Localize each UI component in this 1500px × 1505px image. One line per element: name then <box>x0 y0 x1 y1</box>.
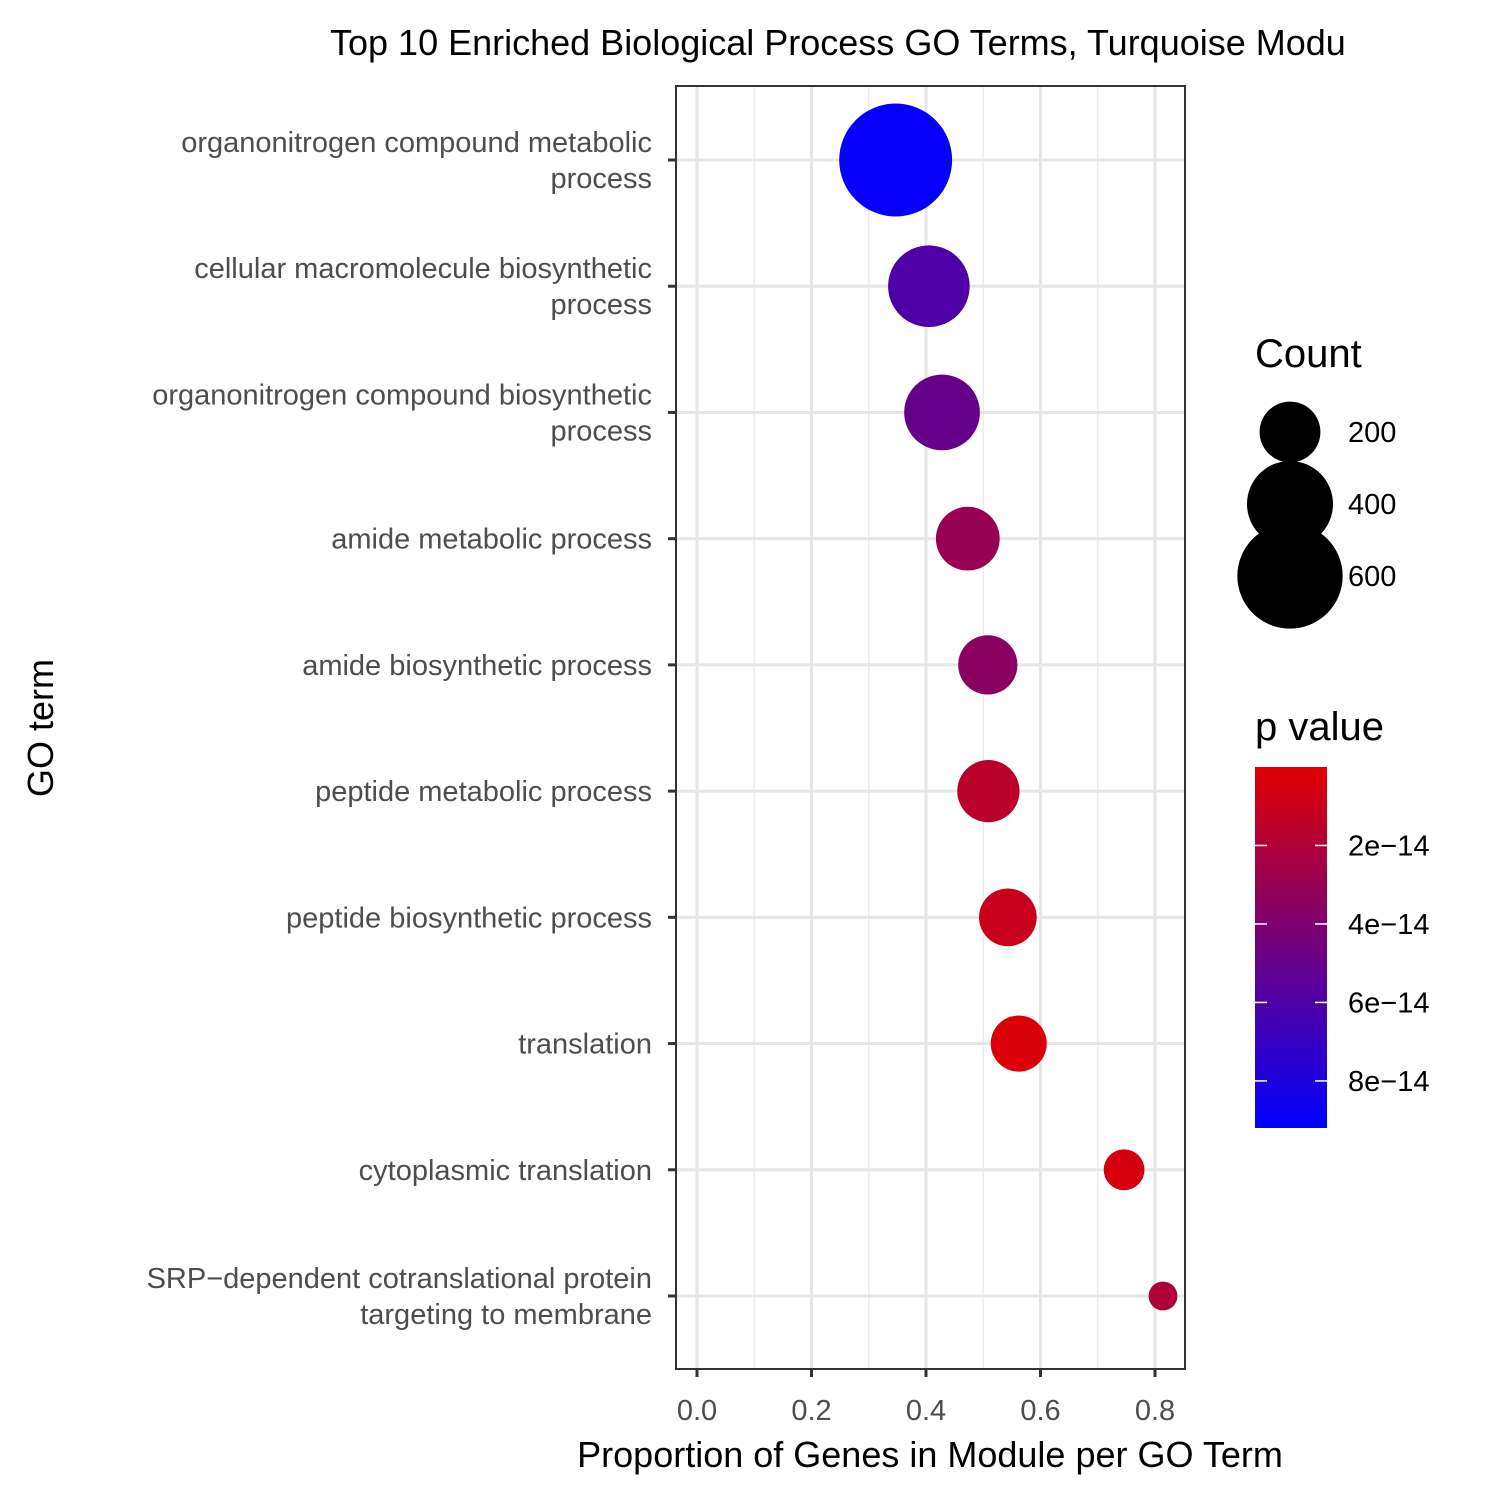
size-legend-label: 400 <box>1348 489 1396 521</box>
y-tick-label: translation <box>518 1029 652 1061</box>
data-point <box>1148 1281 1178 1311</box>
data-points <box>839 103 1178 1311</box>
x-tick-label: 0.2 <box>791 1395 831 1427</box>
y-axis: organonitrogen compound metabolic process… <box>147 127 676 1331</box>
color-legend-bar <box>1255 767 1327 1128</box>
y-tick-label: process <box>550 415 652 447</box>
data-point <box>904 374 980 451</box>
data-point <box>990 1015 1047 1072</box>
size-legend: Count 200 400 600 <box>1237 332 1396 629</box>
y-axis-title: GO term <box>20 659 61 797</box>
color-legend-title: p value <box>1255 705 1384 749</box>
color-legend-label: 4e−14 <box>1348 909 1429 941</box>
data-point <box>958 635 1018 695</box>
y-tick-label: amide biosynthetic process <box>302 650 652 682</box>
y-tick-label: targeting to membrane <box>360 1299 652 1331</box>
data-point <box>935 506 1000 571</box>
x-tick-label: 0.4 <box>906 1395 946 1427</box>
size-legend-label: 200 <box>1348 417 1396 449</box>
color-legend: p value 2e−14 4e−14 6e−14 8e−14 <box>1255 705 1429 1128</box>
y-tick-label: SRP−dependent cotranslational protein <box>147 1263 652 1295</box>
x-tick-label: 0.0 <box>677 1395 717 1427</box>
x-axis-title: Proportion of Genes in Module per GO Ter… <box>577 1434 1283 1475</box>
data-point <box>979 888 1037 947</box>
color-legend-label: 8e−14 <box>1348 1066 1429 1098</box>
color-legend-label: 6e−14 <box>1348 987 1429 1019</box>
x-tick-label: 0.8 <box>1135 1395 1175 1427</box>
panel-border <box>675 85 1186 1370</box>
y-tick-label: amide metabolic process <box>331 524 652 556</box>
data-point <box>1103 1149 1145 1191</box>
y-tick-label: process <box>550 163 652 195</box>
y-tick-label: organonitrogen compound biosynthetic <box>152 379 652 411</box>
data-point <box>957 759 1020 823</box>
size-legend-key <box>1247 461 1333 547</box>
chart-title: Top 10 Enriched Biological Process GO Te… <box>330 22 1346 63</box>
y-tick-label: cytoplasmic translation <box>359 1155 652 1187</box>
size-legend-key <box>1237 523 1343 629</box>
size-legend-key <box>1259 401 1321 463</box>
x-axis: 0.0 0.2 0.4 0.6 0.8 <box>677 1369 1175 1427</box>
x-tick-label: 0.6 <box>1020 1395 1060 1427</box>
y-tick-label: peptide biosynthetic process <box>286 902 652 934</box>
y-tick-label: process <box>550 289 652 321</box>
y-tick-label: peptide metabolic process <box>315 776 652 808</box>
color-legend-label: 2e−14 <box>1348 830 1429 862</box>
data-point <box>839 103 953 217</box>
y-tick-label: cellular macromolecule biosynthetic <box>194 253 652 285</box>
size-legend-title: Count <box>1255 332 1362 376</box>
size-legend-label: 600 <box>1348 561 1396 593</box>
data-point <box>888 245 970 328</box>
y-tick-label: organonitrogen compound metabolic <box>181 127 652 159</box>
